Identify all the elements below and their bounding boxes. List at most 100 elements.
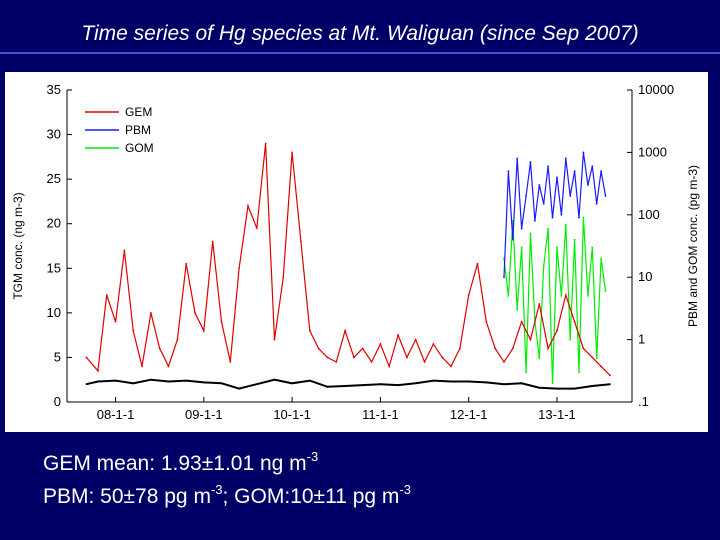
- pbm-series-line: [503, 152, 607, 278]
- pbm-point: [586, 184, 589, 186]
- gem-smoothed-point: [432, 379, 435, 382]
- gem-smoothed-point: [220, 382, 223, 385]
- gem-smoothed-point: [538, 386, 541, 389]
- gem-point: [388, 365, 391, 368]
- gem-point: [379, 343, 382, 345]
- gem-smoothed-point: [467, 380, 470, 383]
- gem-point: [202, 329, 205, 332]
- gom-point: [560, 295, 563, 297]
- chart-panel: 0 5 10 15 20 25 30 35 .1 1 10 100 1000 10000 08-1-1 09-…: [5, 72, 708, 432]
- pbm-point: [520, 227, 523, 230]
- gem-point: [529, 338, 532, 341]
- gem-point: [158, 347, 161, 350]
- gem-point: [308, 329, 311, 332]
- gem-point: [432, 343, 435, 345]
- gom-point: [525, 371, 527, 374]
- gom-point: [595, 357, 598, 360]
- legend-label-pbm: PBM: [125, 123, 151, 137]
- pbm-point: [538, 184, 541, 186]
- right-tick-label: 1000: [638, 144, 667, 159]
- x-tick-label: 12-1-1: [450, 407, 488, 422]
- gem-smoothed-point: [273, 378, 276, 381]
- gem-mean-caption: GEM mean: 1.93±1.01 ng m-3: [43, 449, 319, 476]
- gem-point: [503, 360, 505, 363]
- legend-label-gom: GOM: [125, 141, 154, 155]
- gem-point: [609, 374, 611, 377]
- gem-smoothed-point: [149, 378, 152, 381]
- gem-smoothed-point: [485, 381, 488, 384]
- right-tick-label: 100: [638, 207, 660, 222]
- left-tick-label: 25: [47, 171, 61, 186]
- gem-point: [123, 249, 126, 252]
- pbm-point: [525, 195, 527, 197]
- gom-point: [542, 265, 545, 268]
- x-tick-label: 13-1-1: [538, 407, 576, 422]
- gem-point: [467, 294, 470, 296]
- pbm-point: [578, 216, 580, 219]
- gem-smoothed-point: [556, 387, 558, 390]
- pbm-point: [542, 202, 545, 205]
- gem-smoothed-point: [397, 384, 399, 386]
- gem-point: [335, 360, 338, 363]
- pbm-point: [569, 195, 572, 197]
- gem-point: [282, 276, 285, 279]
- left-tick-label: 5: [54, 349, 61, 364]
- left-tick-label: 35: [47, 82, 61, 97]
- gem-smoothed-point: [573, 387, 576, 390]
- right-tick-label: .1: [638, 394, 649, 409]
- pbm-point: [582, 151, 585, 154]
- left-tick-label: 0: [54, 394, 61, 409]
- gem-point: [114, 320, 117, 323]
- gem-point: [405, 356, 408, 359]
- gem-point: [547, 347, 550, 350]
- right-tick-label: 1: [638, 332, 645, 347]
- gem-point: [450, 365, 452, 368]
- pbm-point: [547, 165, 550, 168]
- gem-smoothed-point: [591, 385, 594, 387]
- gem-smoothed-point: [96, 380, 99, 383]
- pbm-point: [560, 213, 563, 216]
- pbm-point: [556, 176, 558, 179]
- gom-point: [551, 382, 554, 385]
- left-axis-title: TGM conc. (ng m-3): [11, 192, 25, 299]
- gem-point: [238, 267, 241, 270]
- gem-unit-exponent: -3: [306, 449, 319, 464]
- gom-point: [591, 246, 594, 249]
- pbm-text: PBM: 50±78 pg m: [43, 485, 211, 508]
- pbm-point: [595, 202, 598, 205]
- gem-point: [361, 347, 364, 350]
- gom-point: [582, 216, 585, 219]
- gom-point: [538, 357, 541, 360]
- gem-smoothed-point: [308, 379, 311, 382]
- gem-smoothed-point: [255, 383, 258, 386]
- right-tick-label: 10000: [638, 82, 674, 97]
- gem-smoothed-point: [185, 379, 188, 382]
- gem-point: [247, 204, 249, 207]
- gem-smoothed-point: [344, 385, 346, 387]
- x-tick-label: 10-1-1: [273, 407, 311, 422]
- gem-point: [300, 240, 302, 243]
- gem-point: [194, 311, 196, 314]
- gem-point: [511, 347, 514, 350]
- gom-point: [604, 290, 607, 292]
- gem-smoothed-point: [450, 380, 452, 383]
- x-tick-label: 08-1-1: [97, 407, 135, 422]
- pbm-point: [551, 216, 554, 219]
- gem-point: [344, 329, 346, 332]
- gem-point: [414, 338, 417, 341]
- gem-smoothed-point: [202, 381, 205, 384]
- gem-point: [291, 151, 294, 154]
- pbm-point: [503, 276, 505, 279]
- hg-time-series-chart: 0 5 10 15 20 25 30 35 .1 1 10 100 1000 10000 08-1-1 09-…: [11, 82, 700, 422]
- gem-point: [397, 334, 399, 337]
- legend-label-gem: GEM: [125, 105, 152, 119]
- left-tick-label: 20: [47, 216, 61, 231]
- x-tick-label: 11-1-1: [362, 407, 399, 422]
- gem-smoothed-point: [238, 387, 241, 390]
- gom-point: [556, 246, 558, 249]
- gom-point: [520, 246, 523, 249]
- gem-point: [255, 227, 258, 230]
- gem-point: [564, 294, 567, 296]
- gem-point: [458, 347, 461, 350]
- right-axis-title: PBM and GOM conc. (pg m-3): [686, 165, 700, 327]
